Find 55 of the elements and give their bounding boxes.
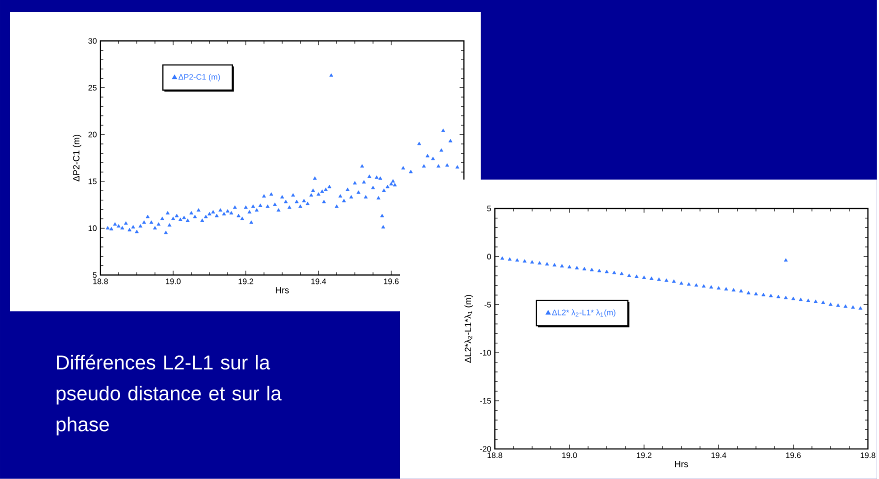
point: [538, 261, 542, 265]
y-axis-title: ΔL2*λ$_{2}$-L1*λ$_{1}$ (m): [464, 295, 473, 363]
point: [642, 276, 646, 280]
point: [828, 302, 833, 306]
point: [597, 268, 602, 272]
point: [724, 287, 728, 291]
point: [590, 268, 594, 272]
point: [776, 294, 780, 298]
point: [844, 304, 848, 308]
point: [568, 265, 572, 268]
point: [739, 289, 743, 292]
point: [620, 272, 624, 276]
y-axis-title: ΔP2-C1 (m): [72, 134, 82, 182]
point: [627, 274, 632, 278]
point: [798, 298, 803, 302]
x-axis-title: Hrs: [675, 461, 688, 468]
point: [716, 286, 721, 290]
point: [522, 259, 527, 263]
point: [500, 256, 504, 260]
point: [574, 266, 579, 270]
point: [672, 279, 676, 283]
point: [806, 298, 810, 302]
point: [545, 262, 549, 266]
point: [858, 306, 862, 310]
point: [784, 296, 788, 300]
point: [746, 291, 750, 294]
point: [709, 285, 714, 289]
point: [530, 260, 534, 264]
point: [836, 304, 840, 307]
point: [732, 288, 736, 292]
point: [694, 283, 698, 287]
point: [650, 276, 654, 280]
point: [679, 281, 684, 285]
point: [784, 258, 788, 262]
point: [814, 300, 818, 304]
point: [702, 284, 706, 288]
text: Différences L2-L1 sur la pseudo distance et sur la phase: [56, 354, 282, 436]
point: [768, 294, 773, 298]
point: [851, 305, 855, 309]
point: [657, 278, 661, 281]
x-axis-title: Hrs: [276, 287, 289, 294]
point: [552, 263, 556, 267]
point: [634, 274, 639, 278]
point: [686, 282, 691, 286]
point: [762, 292, 766, 296]
point: [821, 300, 826, 304]
point: [560, 264, 564, 268]
point: [791, 296, 796, 300]
point: [604, 270, 609, 274]
point: [582, 266, 586, 270]
point: [515, 258, 520, 262]
point: [754, 292, 758, 296]
point: [664, 278, 668, 282]
point: [612, 270, 616, 274]
point: [508, 257, 512, 261]
